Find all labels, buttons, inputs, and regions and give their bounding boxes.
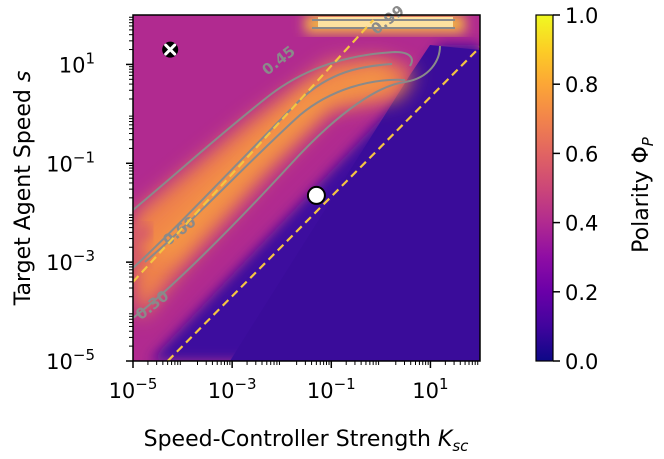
heatmap-low-core (175, 45, 480, 361)
heatmap-polar-core (150, 70, 395, 260)
dashed-line-upper (133, 19, 375, 283)
y-axis-ticks: 10−5 10−3 10−1 101 (46, 16, 133, 374)
x-tick-label: 101 (412, 375, 448, 403)
colorbar-tick-label: 0.4 (565, 212, 598, 236)
dashed-guide-lines (133, 19, 480, 361)
contour-line-0.99 (312, 19, 455, 29)
contour-line-0.30 (133, 45, 441, 319)
colorbar (536, 15, 553, 361)
colorbar-tick-label: 1.0 (565, 4, 598, 28)
colorbar-frame (535, 14, 554, 362)
markers (162, 41, 326, 205)
colorbar-label: Polarity ΦP (629, 136, 657, 253)
colorbar-tick-label: 0.6 (565, 142, 598, 166)
plot-frame (132, 14, 481, 362)
colorbar-ticks: 0.0 0.2 0.4 0.6 0.8 1.0 (553, 4, 598, 374)
x-tick-label: 10−3 (208, 375, 257, 403)
x-axis-ticks: 10−5 10−3 10−1 101 (109, 361, 479, 403)
y-axis-label: Target Agent Speed s (11, 71, 36, 307)
heatmap-band-edge (133, 222, 155, 269)
y-tick-label: 101 (59, 49, 95, 77)
x-tick-label: 10−1 (307, 375, 356, 403)
heatmap (133, 15, 480, 361)
y-tick-label: 10−3 (46, 247, 95, 275)
dashed-line-lower (166, 46, 480, 361)
colorbar-tick-label: 0.2 (565, 281, 598, 305)
colorbar-tick-label: 0.0 (565, 350, 598, 374)
x-axis-label: Speed-Controller Strength Ksc (144, 427, 470, 455)
cross-marker (162, 41, 179, 58)
colorbar-tick-label: 0.8 (565, 73, 598, 97)
y-tick-label: 10−1 (46, 148, 95, 176)
x-tick-label: 10−5 (109, 375, 158, 403)
contour-line-0.60-upper (133, 50, 413, 211)
y-tick-label: 10−5 (46, 346, 95, 374)
heatmap-top-peak-core (318, 17, 453, 27)
open-circle-marker (306, 185, 326, 205)
